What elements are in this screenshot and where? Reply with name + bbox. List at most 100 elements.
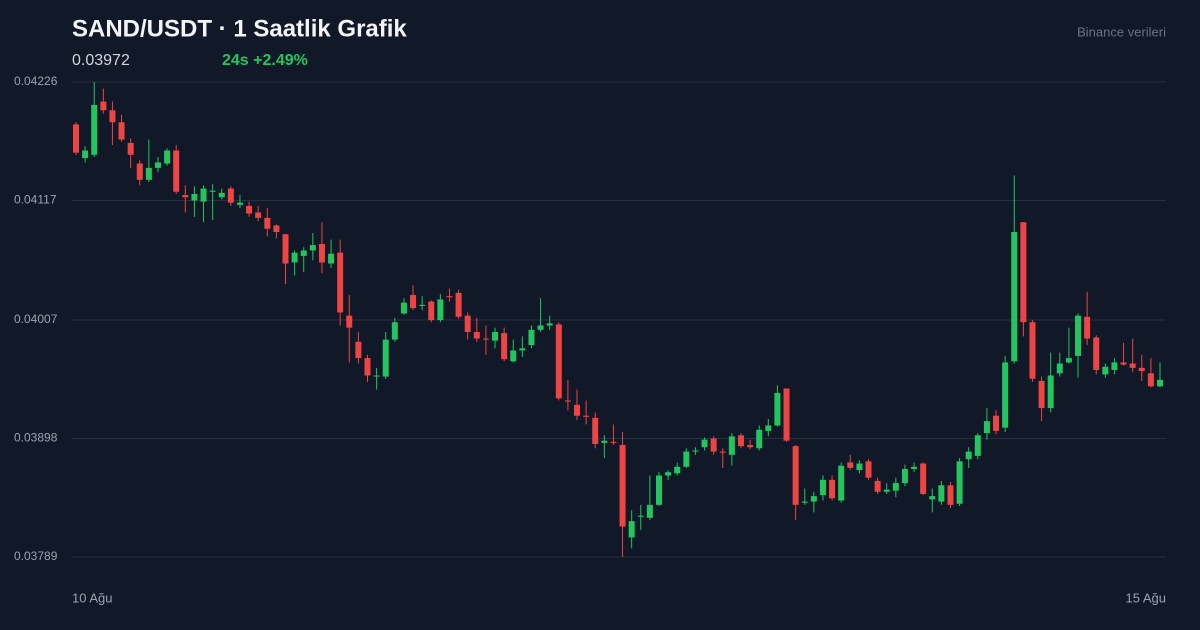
candle-body [546, 323, 553, 326]
y-tick-label: 0.04007 [14, 312, 58, 326]
candle-body [1011, 232, 1018, 362]
candle-body [920, 463, 927, 494]
candle-body [819, 479, 826, 496]
candle-body [282, 234, 289, 264]
candle-body [118, 122, 125, 140]
candle-body [391, 322, 398, 340]
candle-body [838, 465, 845, 501]
candle-body [1120, 362, 1127, 365]
candle-body [874, 480, 881, 492]
candle-body [810, 496, 817, 502]
candle-body [974, 435, 981, 456]
candle-body [337, 252, 344, 313]
candle-body [273, 225, 280, 232]
candle-body [856, 463, 863, 471]
candle-body [892, 483, 899, 491]
y-tick-label: 0.03789 [14, 549, 58, 563]
candle-body [555, 324, 562, 399]
source-label: Binance verileri [1077, 24, 1166, 39]
last-price: 0.03972 [72, 52, 130, 69]
candle-body [1084, 316, 1091, 339]
candle-body [82, 150, 89, 159]
candle-body [236, 202, 243, 205]
x-tick-label: 15 Ağu [1126, 590, 1167, 605]
candle-body [355, 341, 362, 359]
candle-body [747, 445, 754, 448]
candle-body [637, 515, 644, 517]
candle-body [1157, 379, 1163, 387]
candle-body [1029, 322, 1036, 379]
candle-body [1075, 315, 1082, 356]
candle-body [847, 462, 854, 468]
candle-body [164, 150, 171, 164]
candle-body [655, 475, 662, 505]
candle-body [883, 489, 890, 492]
candle-body [728, 436, 735, 455]
candle-body [419, 304, 426, 306]
candle-body [993, 415, 1000, 431]
candle-body [255, 212, 262, 218]
candle-body [1056, 363, 1063, 374]
candle-body [328, 253, 335, 264]
candle-body [428, 301, 435, 321]
y-tick-label: 0.04117 [14, 193, 57, 207]
candle-body [628, 521, 635, 538]
candle-body [701, 439, 708, 448]
candle-body [410, 295, 417, 309]
candle-body [400, 302, 407, 314]
candle-body [291, 252, 298, 263]
candle-body [783, 388, 790, 441]
chart-title: SAND/USDT · 1 Saatlik Grafik [72, 15, 407, 42]
candle-body [792, 446, 799, 505]
candle-body [1147, 373, 1154, 387]
candle-body [801, 501, 808, 503]
candle-body [683, 451, 690, 467]
candle-body [218, 192, 225, 198]
candle-body [1093, 337, 1100, 371]
candle-body [528, 329, 535, 346]
candle-body [264, 217, 271, 229]
candle-body [1138, 367, 1145, 372]
candle-body [182, 195, 189, 198]
candle-body [510, 350, 517, 362]
candle-body [501, 333, 508, 360]
candle-body [154, 162, 161, 168]
candle-body [91, 104, 98, 155]
candle-body [346, 315, 353, 328]
candle-body [929, 496, 936, 500]
candle-body [364, 358, 371, 376]
candle-body [601, 440, 608, 443]
candle-body [1038, 380, 1045, 409]
candle-body [737, 435, 744, 447]
y-tick-label: 0.04226 [14, 74, 58, 88]
candle-body [209, 190, 216, 192]
candle-body [446, 296, 453, 298]
candle-body [1102, 366, 1109, 375]
candle-body [610, 441, 617, 443]
candle-body [719, 451, 726, 453]
candle-body [1065, 358, 1072, 363]
candle-body [437, 299, 444, 321]
candle-body [646, 504, 653, 518]
candle-body [109, 110, 116, 123]
candle-body [583, 415, 590, 417]
candle-body [73, 124, 79, 153]
candle-body [947, 485, 954, 505]
candle-body [309, 245, 316, 251]
candle-body [300, 250, 307, 256]
candle-body [829, 479, 836, 499]
x-tick-label: 10 Ağu [72, 590, 113, 605]
candle-body [136, 163, 143, 180]
candle-body [519, 348, 526, 351]
candle-body [901, 468, 908, 484]
candle-body [227, 188, 234, 203]
candle-body [1002, 362, 1009, 428]
candle-body [100, 101, 107, 111]
candle-body [1020, 222, 1027, 323]
change-label: 24s +2.49% [222, 52, 308, 69]
candle-body [473, 332, 480, 339]
candle-body [574, 404, 581, 416]
candle-body [191, 193, 198, 201]
candle-body [674, 466, 681, 474]
